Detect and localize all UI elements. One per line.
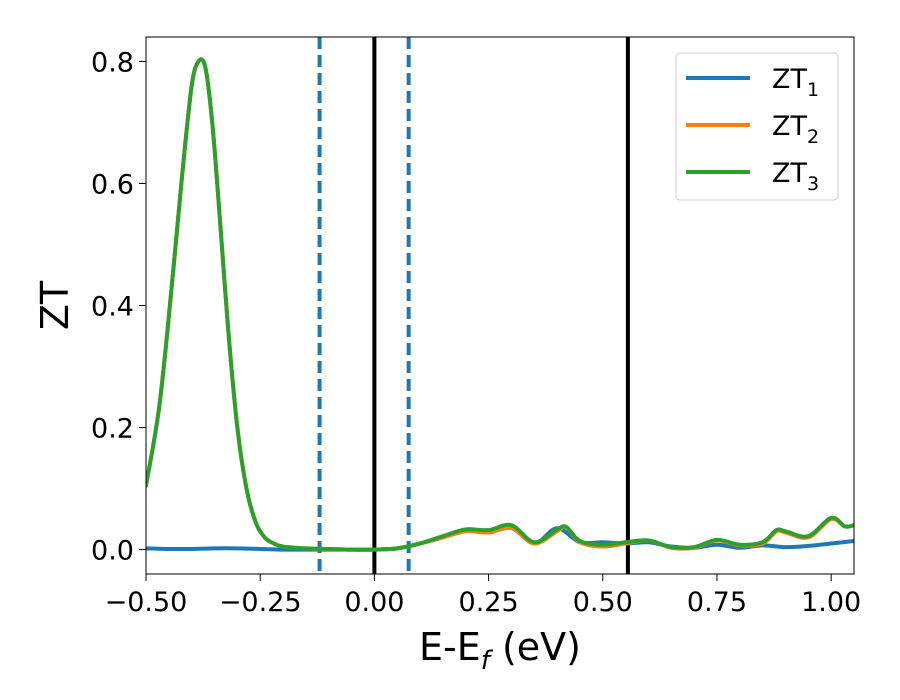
x-tick-label: −0.50 [105, 587, 188, 618]
y-tick-label: 0.0 [91, 536, 134, 567]
y-tick-label: 0.8 [91, 47, 134, 78]
y-tick-label: 0.2 [91, 414, 134, 445]
series-lines [146, 57, 854, 552]
series-line-zt3 [146, 57, 854, 552]
x-tick-label: −0.25 [219, 587, 302, 618]
y-axis-ticks: 0.0 0.2 0.4 0.6 0.8 [91, 47, 146, 567]
x-axis-ticks: −0.50 −0.25 0.00 0.25 0.50 0.75 1.00 [105, 574, 861, 618]
legend-box [675, 52, 839, 201]
x-tick-label: 0.50 [573, 587, 633, 618]
legend-label-zt3: ZT3 [772, 158, 819, 195]
x-tick-label: 1.00 [801, 587, 861, 618]
x-tick-label: 0.75 [687, 587, 747, 618]
x-axis-title-main: E-E [419, 625, 481, 669]
y-axis-title: ZT [33, 280, 77, 330]
vertical-reference-lines [317, 37, 630, 574]
x-tick-label: 0.00 [344, 587, 404, 618]
legend-label-zt1: ZT1 [772, 64, 819, 101]
legend-label-zt2: ZT2 [772, 111, 819, 148]
x-axis-title: E-Ef (eV) [419, 625, 581, 676]
legend: ZT1 ZT2 ZT3 [675, 52, 839, 201]
x-tick-label: 0.25 [459, 587, 519, 618]
y-tick-label: 0.6 [91, 169, 134, 200]
x-axis-title-suffix: (eV) [490, 625, 581, 669]
y-tick-label: 0.4 [91, 292, 134, 323]
